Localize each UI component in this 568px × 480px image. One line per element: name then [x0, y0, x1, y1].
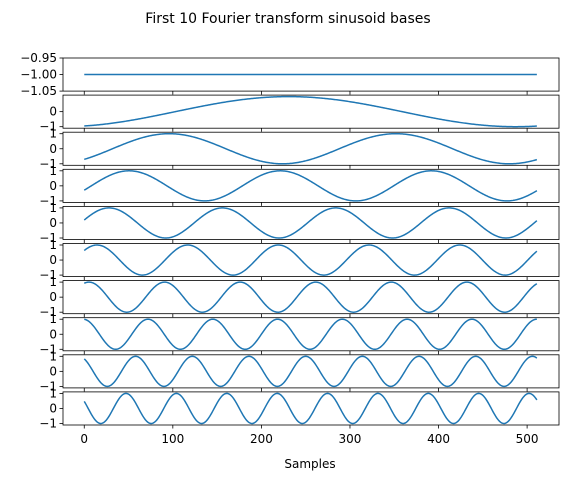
basis-line-4: [83, 170, 538, 202]
y-tick-label: 0: [49, 253, 57, 267]
subplot-stack: −0.95−1.00−1.050−110−110−110−110−110−110…: [20, 51, 560, 430]
y-tick-label: −1: [39, 379, 57, 393]
y-tick-label: −1: [39, 268, 57, 282]
basis-line-8: [84, 318, 537, 351]
basis-line-7: [83, 281, 538, 313]
y-tick-label: 0: [49, 105, 57, 119]
subplot-8: 10−1: [39, 312, 560, 356]
y-tick-label: 1: [49, 386, 57, 400]
subplot-frame: [62, 317, 560, 352]
y-tick-label: −1: [39, 120, 57, 134]
y-tick-label: −1: [39, 416, 57, 430]
x-tick-label: 200: [250, 432, 273, 446]
y-tick-label: 0: [49, 290, 57, 304]
basis-line-10: [83, 392, 538, 425]
x-tick-label: 300: [339, 432, 362, 446]
x-axis-label: Samples: [284, 457, 335, 471]
y-tick-label: 1: [49, 164, 57, 178]
subplot-frame: [62, 168, 560, 203]
subplot-frame: [62, 243, 560, 277]
y-tick-label: 0: [49, 179, 57, 193]
chart-title: First 10 Fourier transform sinusoid base…: [145, 11, 430, 27]
subplot-3: 10−1: [39, 127, 560, 171]
subplot-10: 10−1: [39, 386, 560, 430]
x-tick-label: 500: [516, 432, 539, 446]
basis-line-3: [84, 132, 538, 165]
y-tick-label: 0: [49, 401, 57, 415]
subplot-5: 10−1: [39, 201, 560, 245]
basis-line-2: [84, 95, 537, 128]
y-tick-label: 1: [49, 201, 57, 215]
x-tick-label: 400: [427, 432, 450, 446]
x-tick-label: 0: [80, 432, 88, 446]
y-tick-label: 0: [49, 216, 57, 230]
basis-line-6: [83, 244, 538, 276]
subplot-frame: [62, 94, 560, 129]
y-tick-label: −1: [39, 342, 57, 356]
x-tick-label: 100: [161, 432, 184, 446]
subplot-4: 10−1: [39, 164, 560, 208]
y-tick-label: −1.00: [20, 68, 57, 82]
subplot-7: 10−1: [39, 275, 560, 319]
y-tick-label: 1: [49, 127, 57, 141]
y-tick-label: 0: [49, 142, 57, 156]
y-tick-label: 1: [49, 238, 57, 252]
y-tick-label: −1: [39, 194, 57, 208]
y-tick-label: 1: [49, 312, 57, 326]
subplot-6: 10−1: [39, 238, 560, 282]
y-tick-label: −1: [39, 231, 57, 245]
subplot-9: 10−1: [39, 349, 560, 393]
subplot-frame: [62, 280, 560, 315]
y-tick-label: −1: [39, 157, 57, 171]
subplot-1: −0.95 −1.00 −1.05: [20, 51, 560, 98]
basis-line-5: [83, 207, 538, 239]
x-axis: 0 100 200 300 400 500: [80, 432, 538, 446]
y-tick-label: −1.05: [20, 84, 57, 98]
y-tick-label: −0.95: [20, 51, 57, 65]
basis-line-9: [83, 355, 538, 388]
y-tick-label: 0: [49, 364, 57, 378]
subplot-2: 0−1: [39, 94, 560, 134]
y-tick-label: 1: [49, 349, 57, 363]
y-tick-label: 1: [49, 275, 57, 289]
y-tick-label: 0: [49, 327, 57, 341]
y-tick-label: −1: [39, 305, 57, 319]
